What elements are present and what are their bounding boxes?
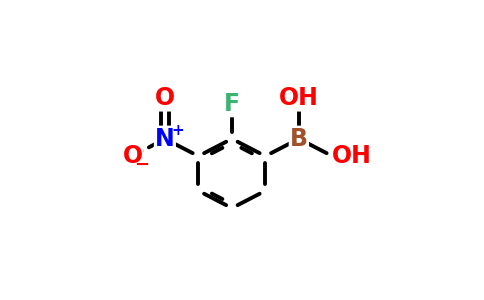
Text: −: − [134, 156, 150, 174]
Text: F: F [224, 92, 240, 116]
Text: OH: OH [279, 86, 319, 110]
Text: +: + [171, 122, 184, 137]
Text: N: N [155, 127, 175, 151]
Text: O: O [155, 86, 175, 110]
Text: OH: OH [333, 144, 372, 168]
Text: B: B [290, 127, 308, 151]
Text: O: O [122, 144, 143, 168]
